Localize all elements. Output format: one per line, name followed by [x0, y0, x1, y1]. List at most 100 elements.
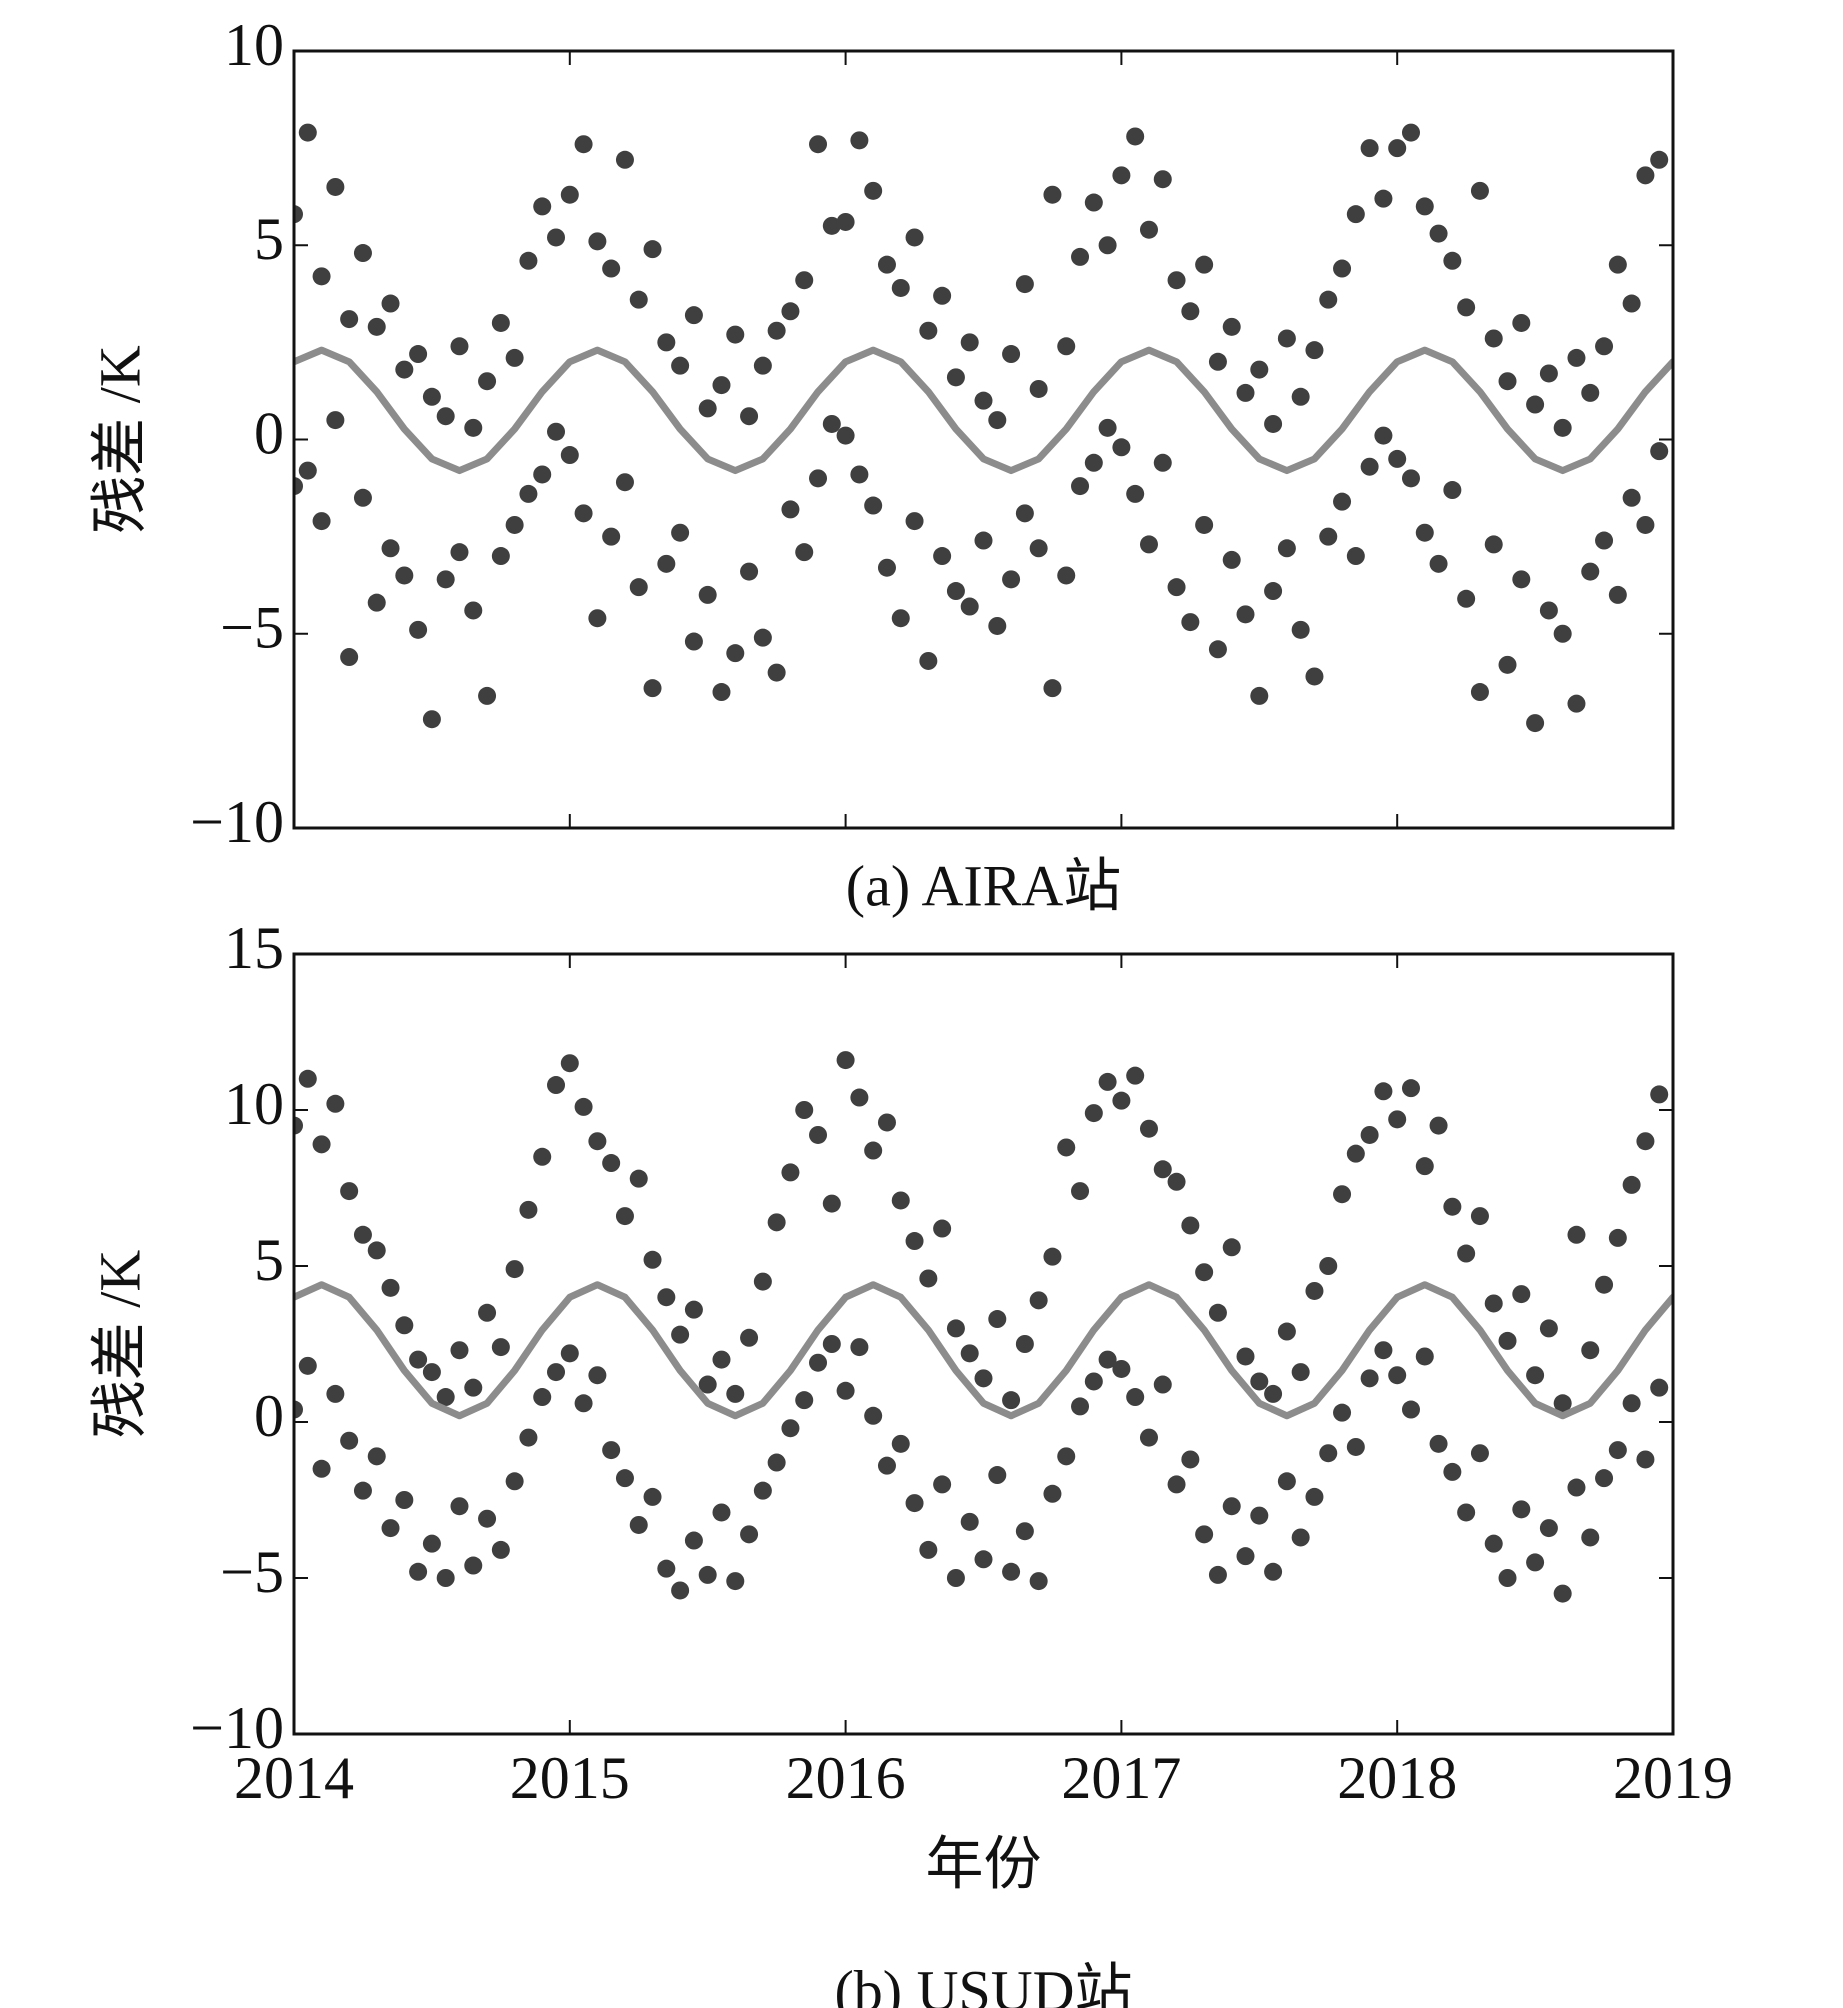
point	[1139, 1428, 1158, 1447]
point	[684, 1531, 703, 1550]
point	[1388, 139, 1407, 158]
point	[519, 1200, 538, 1219]
point	[740, 562, 759, 581]
point	[1346, 547, 1365, 566]
x-tick-label: 2014	[234, 1745, 354, 1811]
point	[1484, 535, 1503, 554]
point	[1153, 1375, 1172, 1394]
point	[1401, 1079, 1420, 1098]
point	[974, 1550, 993, 1569]
y-tick-label: −10	[190, 1695, 284, 1761]
point	[1098, 236, 1117, 255]
point	[1015, 504, 1034, 523]
point	[836, 426, 855, 445]
point	[1002, 1391, 1021, 1410]
point	[560, 446, 579, 465]
point	[340, 648, 359, 667]
point	[809, 469, 828, 488]
point	[1098, 418, 1117, 437]
point	[933, 547, 952, 566]
point	[1333, 1185, 1352, 1204]
point	[1084, 453, 1103, 472]
point	[1567, 1478, 1586, 1497]
point	[1277, 1322, 1296, 1341]
point	[436, 1569, 455, 1587]
point	[547, 1076, 566, 1095]
point	[629, 578, 648, 597]
point	[1139, 1119, 1158, 1138]
point	[1526, 395, 1545, 414]
point	[533, 465, 552, 484]
point	[1333, 1403, 1352, 1422]
point	[1526, 1553, 1545, 1572]
point	[864, 1406, 883, 1425]
point	[877, 558, 896, 577]
point	[795, 1101, 814, 1119]
point	[588, 1366, 607, 1385]
point	[698, 1375, 717, 1394]
point	[1291, 1528, 1310, 1547]
point	[905, 228, 924, 247]
point	[294, 205, 303, 224]
point	[1277, 539, 1296, 558]
x-tick-label: 2019	[1613, 1745, 1733, 1811]
point	[1512, 570, 1531, 589]
point	[547, 228, 566, 247]
point	[767, 321, 786, 340]
x-tick-label: 2018	[1337, 1745, 1457, 1811]
point	[588, 1132, 607, 1151]
panel: −10 −5 0 5 10 残差 /K (a) AIRA站	[87, 12, 1675, 918]
point	[1319, 290, 1338, 309]
point	[450, 1497, 469, 1516]
point	[436, 570, 455, 589]
point	[1208, 640, 1227, 659]
point	[1333, 259, 1352, 278]
point	[671, 356, 690, 375]
point	[1429, 224, 1448, 243]
point	[671, 1325, 690, 1344]
point	[712, 683, 731, 702]
point	[1457, 1244, 1476, 1263]
point	[809, 135, 828, 154]
point	[353, 488, 372, 507]
point	[1236, 1547, 1255, 1566]
point	[1264, 414, 1283, 433]
x-tick-label: 2015	[510, 1745, 630, 1811]
point	[1319, 1444, 1338, 1463]
point	[1084, 1104, 1103, 1123]
point	[1043, 1484, 1062, 1503]
point	[505, 348, 524, 367]
point	[1291, 387, 1310, 406]
point	[533, 197, 552, 216]
point	[353, 1481, 372, 1500]
point	[1608, 1441, 1627, 1460]
point	[1470, 683, 1489, 702]
point	[1608, 255, 1627, 274]
point	[988, 1310, 1007, 1329]
point	[422, 710, 441, 729]
point	[1167, 271, 1186, 290]
point	[367, 317, 386, 336]
point	[381, 1278, 400, 1297]
point	[1084, 1372, 1103, 1391]
point	[1595, 531, 1614, 550]
point	[1457, 298, 1476, 317]
point	[1208, 352, 1227, 371]
point	[1415, 523, 1434, 542]
point	[629, 1169, 648, 1188]
point	[1443, 481, 1462, 500]
point	[767, 1453, 786, 1472]
point	[1319, 1257, 1338, 1275]
point	[850, 1338, 869, 1357]
point	[574, 1097, 593, 1116]
point	[1374, 189, 1393, 208]
point	[298, 1356, 317, 1375]
point	[547, 1363, 566, 1382]
point	[836, 212, 855, 231]
x-tick-label: 2016	[786, 1745, 906, 1811]
point	[1029, 1291, 1048, 1310]
point	[1581, 1341, 1600, 1360]
point	[1112, 1359, 1131, 1378]
point	[478, 1509, 497, 1528]
